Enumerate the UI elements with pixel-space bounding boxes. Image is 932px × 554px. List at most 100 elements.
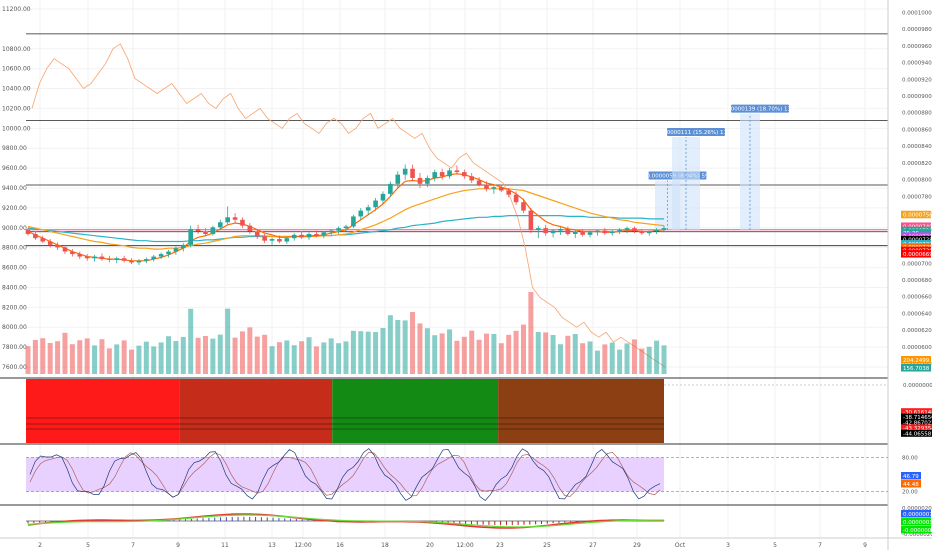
candle-body (269, 239, 275, 241)
macd-line (27, 513, 664, 529)
volume-bar (580, 343, 586, 374)
candle-body (395, 174, 401, 184)
volume-bar (654, 340, 660, 374)
candle-body (328, 230, 334, 233)
candle-body (181, 244, 186, 249)
candle-body (121, 258, 127, 261)
stoch-d-line (29, 451, 661, 498)
right-axis-tick: 0.0000960 (902, 44, 932, 50)
macd-axis-tick: -0.0000020 (902, 532, 932, 538)
volume-bar (92, 345, 98, 374)
candle-body (129, 260, 134, 263)
left-axis-tick: 9600.00 (2, 165, 27, 172)
volume-bar (299, 341, 305, 374)
volume-bar (550, 335, 556, 374)
volume-bar (202, 336, 208, 374)
volume-bar (491, 334, 497, 374)
stochastic-pane: 80.00 20.00 46.79 44.48 (26, 448, 921, 501)
candle-body (365, 207, 371, 211)
time-axis-tick: 2 (38, 542, 42, 549)
volume-bar (32, 340, 38, 374)
volume-tag (901, 364, 931, 372)
volume-bar (114, 344, 120, 374)
volume-bar (402, 320, 408, 374)
volume-bar (513, 330, 519, 374)
candle-body (661, 228, 667, 230)
candle-body (469, 176, 475, 181)
candle-body (262, 236, 267, 241)
right-axis-tick: 0.0000840 (902, 144, 932, 150)
stoch-tag (901, 472, 921, 480)
heatmap-pane: 0.0000000 -30.6161489-38.7146506-42.86702… (26, 379, 932, 443)
candle-body (447, 170, 452, 177)
left-axis-tick: 10400.00 (2, 86, 31, 93)
right-axis-tick: 0.0000920 (902, 77, 932, 83)
time-axis-tick: 12:00 (294, 542, 311, 549)
left-axis-tick: 8000.00 (2, 324, 27, 331)
time-axis-tick: 9 (863, 542, 867, 549)
candle-body (587, 232, 593, 235)
left-axis-tick: 10200.00 (2, 105, 31, 112)
candle-body (70, 251, 75, 255)
heatmap-tag (901, 408, 932, 416)
candle-body (247, 225, 253, 232)
left-axis-tick: 10600.00 (2, 66, 31, 73)
candle-body (439, 172, 445, 177)
measure-tools[interactable]: 0.0000059 (8.04%) 590.0000111 (15.26%) 1… (646, 104, 795, 230)
volume-bar (232, 337, 238, 374)
candle-body (543, 228, 548, 234)
volume-bar (343, 341, 349, 374)
time-axis-tick: 7 (818, 542, 822, 549)
candle-body (535, 228, 541, 230)
candle-body (343, 226, 349, 229)
volume-bar (195, 337, 201, 374)
candle-body (284, 238, 290, 242)
volume-bar (557, 344, 563, 374)
left-axis-tick: 10800.00 (2, 46, 31, 53)
right-axis-tick: 0.0000980 (902, 27, 932, 33)
candle-body (188, 228, 193, 245)
time-axis-tick: 20 (426, 542, 434, 549)
volume-bar (69, 344, 75, 374)
heatmap-tag (901, 381, 932, 389)
volume-bar (587, 341, 593, 374)
right-axis-tick: 0.0000820 (902, 161, 932, 167)
candle-body (47, 241, 53, 245)
volume-bar (432, 335, 438, 374)
candle-body (454, 170, 460, 173)
right-axis-tick: 0.0000800 (902, 178, 932, 184)
measure-label: 0.0000111 (15.26%) 111 (662, 130, 731, 136)
price-tag (901, 222, 931, 230)
stoch-tag-label: 46.79 (903, 474, 919, 480)
volume-bar (447, 329, 453, 374)
measure-box (740, 113, 760, 230)
candle-body (84, 256, 90, 259)
time-axis-tick: 3 (726, 542, 730, 549)
candle-body (299, 234, 304, 238)
stoch-axis-tick: 80.00 (902, 455, 918, 461)
volume-bar (410, 312, 416, 374)
volume-bar (395, 320, 401, 374)
candle-body (321, 232, 327, 236)
volume-bar (439, 333, 445, 374)
left-axis-tick: 8800.00 (2, 245, 27, 252)
candle-body (506, 190, 511, 195)
volume-bar (217, 334, 223, 374)
ema-slow-line (27, 215, 664, 243)
time-axis-tick: 7 (131, 542, 135, 549)
volume-bar (40, 338, 46, 374)
candle-body (195, 228, 201, 232)
volume-bar (387, 315, 393, 374)
heatmap-segment (179, 379, 333, 443)
volume-bar (506, 334, 512, 374)
stoch-tag (901, 480, 921, 488)
right-axis-tick: 0.0000680 (902, 278, 932, 284)
volume-tag-label: 204.2499 (903, 358, 930, 364)
measure-tag (667, 127, 725, 136)
candle-body (402, 168, 408, 175)
price-tag (901, 235, 931, 244)
overlay-line (31, 43, 666, 368)
candle-body (33, 234, 38, 239)
price-tag-label: 0.0000669 (903, 252, 932, 258)
